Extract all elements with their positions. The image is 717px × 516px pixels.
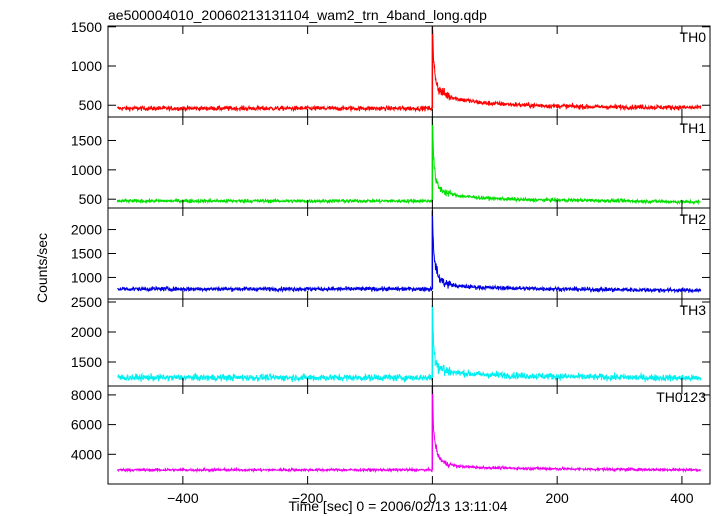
y-tick-label: 1500 (71, 354, 102, 370)
x-axis: −400 −200 0 200 400 (167, 490, 694, 506)
series-line-th1 (116, 118, 701, 206)
series-line-th3 (117, 304, 702, 384)
panel-frame (107, 385, 711, 485)
x-tick-label: 0 (428, 490, 436, 506)
y-tick-label: 8000 (71, 387, 102, 403)
panels: 500 1000 1500 TH0 500 1000 1500 TH1 1000 1500 2000… (71, 19, 711, 485)
series-line-th0 (116, 26, 702, 113)
panel-th0: 500 1000 1500 TH0 (71, 19, 711, 118)
y-tick-label: 1000 (71, 58, 102, 74)
panel-frame (107, 25, 711, 118)
y-tick-label: 2000 (71, 324, 102, 340)
x-axis-label: Time [sec] 0 = 2006/02/13 13:11:04 (288, 498, 507, 514)
y-tick-label: 500 (79, 191, 103, 207)
panel-label-th0: TH0 (680, 29, 707, 45)
panel-th1: 500 1000 1500 TH1 (71, 116, 711, 209)
panel-label-th0123: TH0123 (656, 389, 706, 405)
series-line-th2 (117, 212, 702, 294)
y-tick-label: 6000 (71, 417, 102, 433)
x-tick-label: −400 (167, 490, 199, 506)
y-tick-label: 500 (79, 97, 103, 113)
x-tick-label: 400 (670, 490, 694, 506)
panel-frame (107, 116, 711, 209)
panel-th2: 1000 1500 2000 TH2 (71, 207, 711, 300)
y-tick-label: 2500 (71, 294, 102, 310)
panel-label-th3: TH3 (680, 302, 707, 318)
x-tick-label: 200 (545, 490, 569, 506)
y-tick-label: 2000 (71, 222, 102, 238)
y-tick-label: 4000 (71, 446, 102, 462)
y-tick-label: 1000 (71, 269, 102, 285)
panel-label-th1: TH1 (680, 120, 707, 136)
y-tick-label: 1500 (71, 19, 102, 35)
panel-th0123: 4000 6000 8000 TH0123 (71, 385, 711, 485)
panel-frame (107, 298, 711, 387)
chart-title: ae500004010_20060213131104_wam2_trn_4ban… (108, 7, 487, 23)
x-tick-label: −200 (292, 490, 324, 506)
panel-frame (107, 207, 711, 300)
y-tick-label: 1500 (71, 132, 102, 148)
y-tick-label: 1000 (71, 162, 102, 178)
panel-th3: 1500 2000 2500 TH3 (71, 294, 711, 387)
y-axis-label: Counts/sec (34, 233, 50, 303)
y-tick-label: 1500 (71, 246, 102, 262)
series-line-th0123 (116, 386, 702, 474)
panel-label-th2: TH2 (680, 211, 707, 227)
